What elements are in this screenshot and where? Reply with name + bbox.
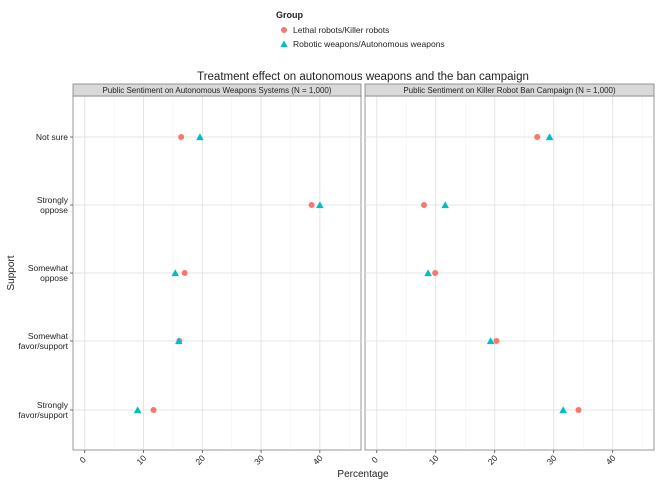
y-category-label: oppose: [40, 273, 68, 283]
panel-0-x-tick-label: 20: [193, 453, 207, 467]
panel-0-x-tick-label: 0: [77, 454, 88, 465]
legend-marker-1: [280, 40, 288, 47]
y-category-label: Somewhat: [28, 331, 69, 341]
legend-marker-0: [281, 27, 287, 33]
point-p1-s1-c2: [424, 269, 432, 277]
legend-title: Group: [276, 10, 303, 20]
panel-0-x-tick-label: 30: [252, 453, 266, 467]
y-category-label: oppose: [40, 205, 68, 215]
y-category-label: Somewhat: [28, 263, 69, 273]
panel-1-x-tick-label: 30: [545, 453, 559, 467]
point-p0-s1-c0: [196, 133, 204, 141]
point-p1-s1-c3: [486, 337, 495, 345]
panel-0-x-tick-label: 40: [311, 453, 325, 467]
panel-0-strip: [72, 83, 362, 97]
point-p1-s1-c0: [545, 133, 554, 141]
legend-entry-1: Robotic weapons/Autonomous weapons: [293, 39, 445, 49]
y-category-label: Not sure: [36, 132, 68, 142]
panel-0-strip-title: Public Sentiment on Autonomous Weapons S…: [102, 86, 331, 95]
y-category-label: Strongly: [37, 195, 69, 205]
y-category-label: favor/support: [18, 341, 68, 351]
point-p0-s0-c1: [308, 202, 315, 208]
point-p0-s1-c2: [171, 269, 180, 277]
x-axis-title: Percentage: [337, 469, 389, 480]
point-p0-s1-c3: [174, 337, 183, 345]
point-p1-s0-c1: [420, 202, 427, 208]
panel-1-x-tick-label: 40: [604, 453, 618, 467]
point-p0-s1-c4: [133, 406, 142, 414]
panel-1-x-tick-label: 20: [486, 453, 500, 467]
legend-entry-0: Lethal robots/Killer robots: [293, 25, 389, 35]
panel-1-x-tick-label: 10: [427, 453, 441, 467]
point-p1-s0-c2: [432, 270, 439, 276]
chart-title: Treatment effect on autonomous weapons a…: [197, 71, 529, 83]
point-p0-s0-c2: [181, 270, 188, 276]
panel-1-strip-title: Public Sentiment on Killer Robot Ban Cam…: [403, 86, 616, 95]
point-p0-s0-c4: [150, 407, 157, 413]
point-p1-s0-c4: [575, 407, 582, 413]
panel-0-x-tick-label: 10: [135, 453, 149, 467]
y-category-label: Strongly: [37, 400, 69, 410]
point-p1-s1-c4: [559, 406, 567, 414]
point-p1-s0-c0: [534, 134, 541, 140]
y-category-label: favor/support: [18, 410, 68, 420]
y-axis-title: Support: [6, 255, 17, 290]
point-p0-s1-c1: [316, 201, 324, 209]
panel-1-x-tick-label: 0: [369, 454, 380, 465]
point-p1-s1-c1: [441, 201, 450, 209]
point-p0-s0-c0: [178, 134, 185, 140]
point-p1-s0-c3: [493, 338, 500, 344]
panel-1-strip: [364, 83, 655, 97]
